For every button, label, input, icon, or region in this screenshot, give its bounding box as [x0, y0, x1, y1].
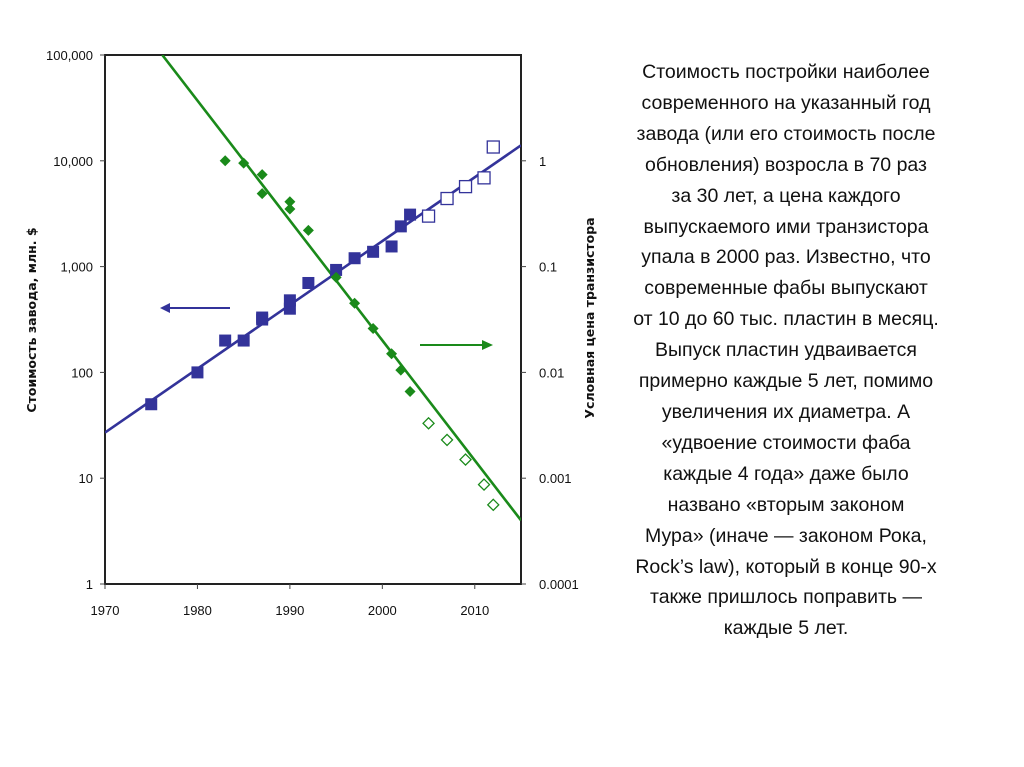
plot-frame	[104, 54, 522, 585]
transistor-price-point	[284, 196, 296, 208]
description-line: упала в 2000 раз. Известно, что	[641, 246, 931, 269]
transistor-price-point	[395, 364, 407, 376]
fab-cost-projected-point	[458, 179, 473, 194]
fab-cost-point	[385, 240, 398, 253]
y-right-tick-label: 0.1	[539, 260, 557, 275]
transistor-price-projected-point	[459, 453, 472, 466]
fab-cost-point	[404, 208, 417, 221]
fab-cost-point	[302, 276, 315, 289]
fab-cost-point	[256, 311, 269, 324]
description-line: увеличения их диаметра. А	[661, 400, 911, 423]
description-line: обновления) возросла в 70 раз	[645, 153, 927, 176]
arrow-left-icon	[160, 303, 170, 313]
description-line: за 30 лет, а цена каждого	[671, 184, 901, 207]
description-line: завода (или его стоимость после	[636, 122, 936, 145]
fab-cost-point	[330, 263, 343, 276]
transistor-price-point	[256, 169, 268, 181]
transistor-price-projected-point	[422, 416, 435, 430]
transistor-price-point	[302, 224, 314, 236]
y-right-tick-label: 0.01	[539, 365, 564, 380]
description-line: названо «вторым законом	[667, 493, 905, 516]
description-line: Rock’s law), который в конце 90-х	[635, 555, 937, 578]
y-right-tick-label: 0.001	[539, 471, 572, 486]
transistor-price-projected-point	[440, 433, 454, 447]
transistor-price-point	[256, 188, 268, 200]
y-left-tick-label: 1	[86, 577, 93, 592]
transistor-price-point	[284, 203, 296, 215]
y-left-tick-label: 10,000	[53, 154, 93, 169]
fab-cost-point	[191, 366, 204, 379]
description-line: современного на указанный год	[641, 91, 931, 114]
fab-cost-point	[348, 252, 361, 265]
fab-cost-point	[145, 398, 158, 411]
description-line: каждые 5 лет.	[723, 617, 849, 640]
description-line: примерно каждые 5 лет, помимо	[638, 370, 934, 393]
x-tick-label: 1990	[275, 603, 304, 618]
fab-cost-point	[367, 245, 380, 258]
y-left-tick-label: 1,000	[60, 260, 93, 275]
fab-cost-point	[237, 334, 250, 347]
description-text: Стоимость постройки наиболее современного…	[590, 57, 982, 644]
description-line: современные фабы выпускают	[644, 277, 928, 300]
transistor-price-projected-point	[477, 478, 491, 492]
transistor-price-point	[219, 155, 231, 167]
description-line: каждые 4 года» даже было	[663, 462, 909, 485]
fab-cost-point	[394, 220, 407, 233]
arrow-right-icon	[482, 340, 493, 350]
transistor-price-point	[386, 348, 398, 360]
y-right-tick-label: 1	[539, 154, 546, 169]
x-tick-label: 1980	[183, 603, 212, 618]
x-tick-label: 2000	[368, 603, 397, 618]
y-axis-right-label: Условная цена транзистора	[582, 217, 597, 418]
fab-cost-projected-point	[477, 171, 491, 185]
fab-cost-point	[283, 294, 296, 307]
y-right-tick-label: 0.0001	[539, 577, 579, 592]
transistor-price-projected-point	[486, 498, 500, 512]
description-line: также пришлось поправить —	[649, 586, 923, 609]
transistor-price-trend-line	[161, 55, 521, 522]
y-axis-left-label: Стоимость завода, млн. $	[24, 227, 39, 412]
transistor-price-point	[349, 297, 361, 309]
description-line: Мура» (иначе — законом Рока,	[645, 524, 927, 547]
description-line: выпускаемого ими транзистора	[643, 215, 929, 238]
description-line: от 10 до 60 тыс. пластин в месяц.	[633, 308, 939, 331]
transistor-price-point	[367, 322, 379, 334]
description-line: «удвоение стоимости фаба	[661, 431, 911, 454]
fab-cost-projected-point	[486, 140, 500, 154]
fab-cost-point	[219, 334, 232, 347]
transistor-price-point	[330, 271, 342, 283]
fab-cost-projected-point	[421, 209, 436, 223]
description-line: Выпуск пластин удваивается	[655, 339, 917, 362]
transistor-price-point	[404, 385, 416, 397]
y-left-tick-label: 10	[79, 471, 93, 486]
x-tick-label: 2010	[460, 603, 489, 618]
description-line: Стоимость постройки наиболее	[642, 61, 930, 83]
y-left-tick-label: 100	[71, 365, 93, 380]
transistor-price-point	[238, 157, 250, 169]
x-tick-label: 1970	[91, 603, 120, 618]
fab-cost-projected-point	[440, 191, 454, 206]
y-left-tick-label: 100,000	[46, 48, 93, 63]
